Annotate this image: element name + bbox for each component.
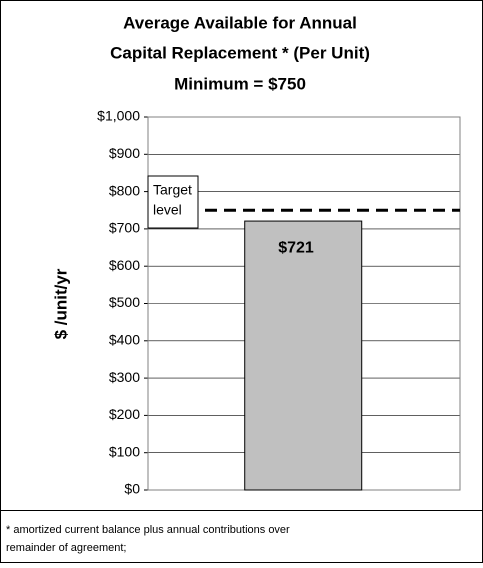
chart-subtitle: Minimum = $750 — [174, 74, 306, 93]
chart-title: Capital Replacement * (Per Unit) — [110, 43, 370, 62]
y-tick-label: $700 — [109, 220, 140, 236]
target-label: level — [153, 202, 182, 218]
chart-title: Average Available for Annual — [123, 13, 357, 32]
y-tick-label: $300 — [109, 369, 140, 385]
y-tick-label: $400 — [109, 332, 140, 348]
footnote: * amortized current balance plus annual … — [6, 524, 290, 536]
y-tick-label: $100 — [109, 443, 140, 459]
y-tick-label: $200 — [109, 406, 140, 422]
y-tick-label: $900 — [109, 145, 140, 161]
y-tick-label: $600 — [109, 257, 140, 273]
target-box — [147, 175, 199, 229]
y-tick-label: $0 — [124, 481, 140, 497]
y-tick-label: $1,000 — [97, 108, 140, 124]
bar — [244, 220, 363, 491]
value-label: $721 — [278, 239, 314, 256]
target-label: Target — [153, 182, 192, 198]
y-tick-label: $800 — [109, 182, 140, 198]
footnote: remainder of agreement; — [6, 542, 126, 554]
y-tick-label: $500 — [109, 294, 140, 310]
y-axis-label: $ /unit/yr — [51, 268, 70, 339]
